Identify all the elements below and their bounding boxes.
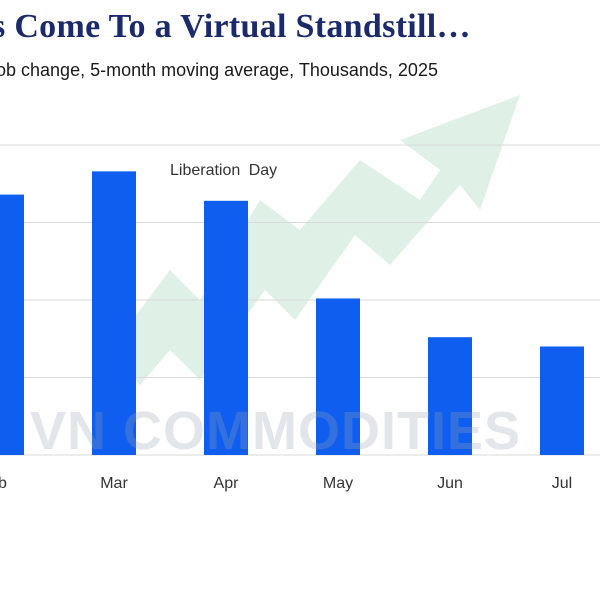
x-tick-label: Jul (552, 475, 572, 492)
bar-apr (204, 200, 248, 455)
chart-subtitle: ob change, 5-month moving average, Thous… (0, 60, 438, 80)
x-tick-label: May (323, 475, 353, 492)
x-tick-label: eb (0, 475, 7, 492)
annotation-liberation-day: Liberation Day (170, 162, 278, 179)
x-tick-label: Jun (437, 475, 463, 492)
x-tick-labels: eb Mar Apr May Jun Jul (0, 475, 572, 492)
x-tick-label: Apr (214, 475, 240, 492)
bar-jun (428, 337, 472, 455)
bar-jul (540, 346, 584, 455)
watermark-text: VN COMMODITIES (30, 401, 522, 461)
bar-mar (92, 171, 136, 455)
bar-may (316, 298, 360, 455)
chart-title: s Come To a Virtual Standstill… (0, 8, 471, 45)
bar-eb (0, 194, 24, 455)
bars (0, 171, 584, 455)
x-tick-label: Mar (100, 475, 128, 492)
